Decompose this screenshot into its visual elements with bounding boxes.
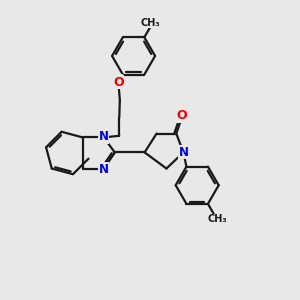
Text: O: O <box>113 76 124 88</box>
Text: N: N <box>99 130 109 143</box>
Text: O: O <box>176 109 187 122</box>
Text: CH₃: CH₃ <box>207 214 227 224</box>
Text: CH₃: CH₃ <box>141 18 160 28</box>
Text: N: N <box>99 163 109 176</box>
Text: N: N <box>178 146 188 159</box>
Text: O: O <box>112 75 123 88</box>
